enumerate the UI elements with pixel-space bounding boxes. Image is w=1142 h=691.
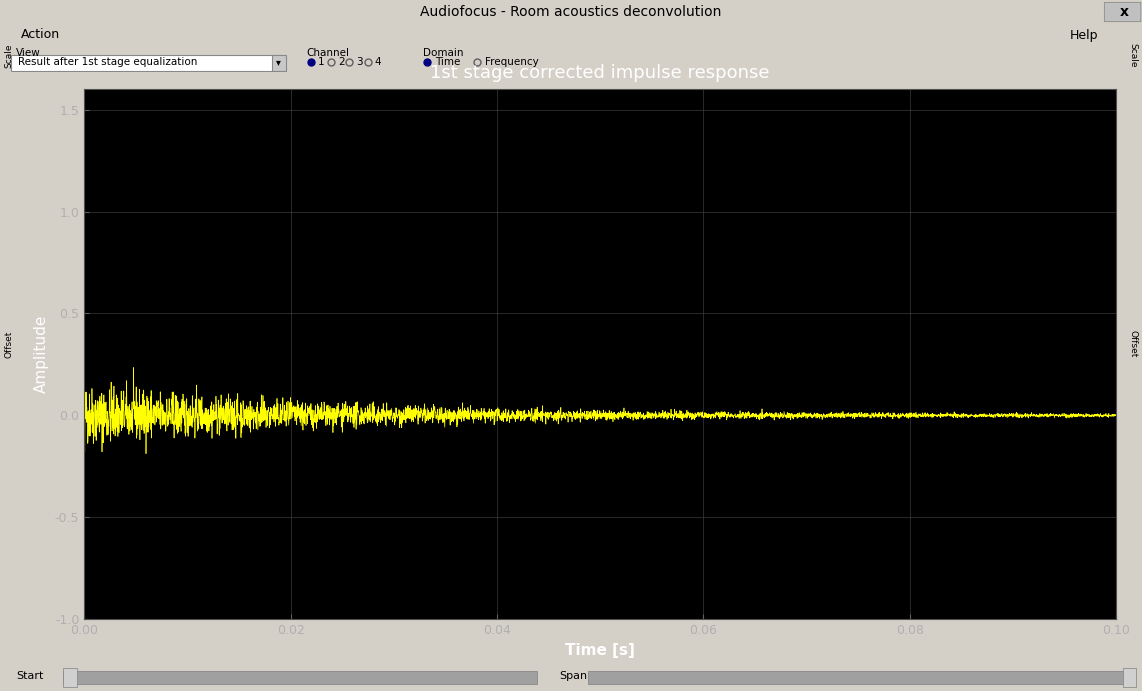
Text: Channel: Channel — [306, 48, 349, 57]
Text: 2: 2 — [338, 57, 345, 67]
Text: Offset: Offset — [5, 330, 14, 358]
Text: Result after 1st stage equalization: Result after 1st stage equalization — [18, 57, 198, 67]
Text: Frequency: Frequency — [485, 57, 539, 67]
Text: 3: 3 — [356, 57, 363, 67]
Text: Scale: Scale — [5, 44, 14, 68]
FancyBboxPatch shape — [63, 671, 537, 684]
FancyBboxPatch shape — [1123, 668, 1136, 687]
Text: Audiofocus - Room acoustics deconvolution: Audiofocus - Room acoustics deconvolutio… — [420, 5, 722, 19]
Text: Offset: Offset — [1128, 330, 1137, 358]
FancyBboxPatch shape — [63, 668, 77, 687]
Text: ▾: ▾ — [275, 57, 281, 67]
Text: Span: Span — [560, 671, 588, 681]
Text: Scale: Scale — [1128, 44, 1137, 68]
FancyBboxPatch shape — [1104, 2, 1141, 21]
FancyBboxPatch shape — [11, 55, 280, 70]
Title: 1st stage corrected impulse response: 1st stage corrected impulse response — [431, 64, 770, 82]
Text: 1: 1 — [317, 57, 324, 67]
Text: Start: Start — [16, 671, 43, 681]
X-axis label: Time [s]: Time [s] — [565, 643, 635, 658]
Text: x: x — [1119, 5, 1128, 19]
Text: View: View — [16, 48, 41, 57]
Text: Action: Action — [21, 28, 59, 41]
Text: Time: Time — [435, 57, 460, 67]
Text: 4: 4 — [375, 57, 381, 67]
FancyBboxPatch shape — [272, 55, 286, 70]
Text: Help: Help — [1070, 28, 1099, 41]
FancyBboxPatch shape — [588, 671, 1131, 684]
Text: Domain: Domain — [423, 48, 463, 57]
Y-axis label: Amplitude: Amplitude — [34, 315, 49, 393]
